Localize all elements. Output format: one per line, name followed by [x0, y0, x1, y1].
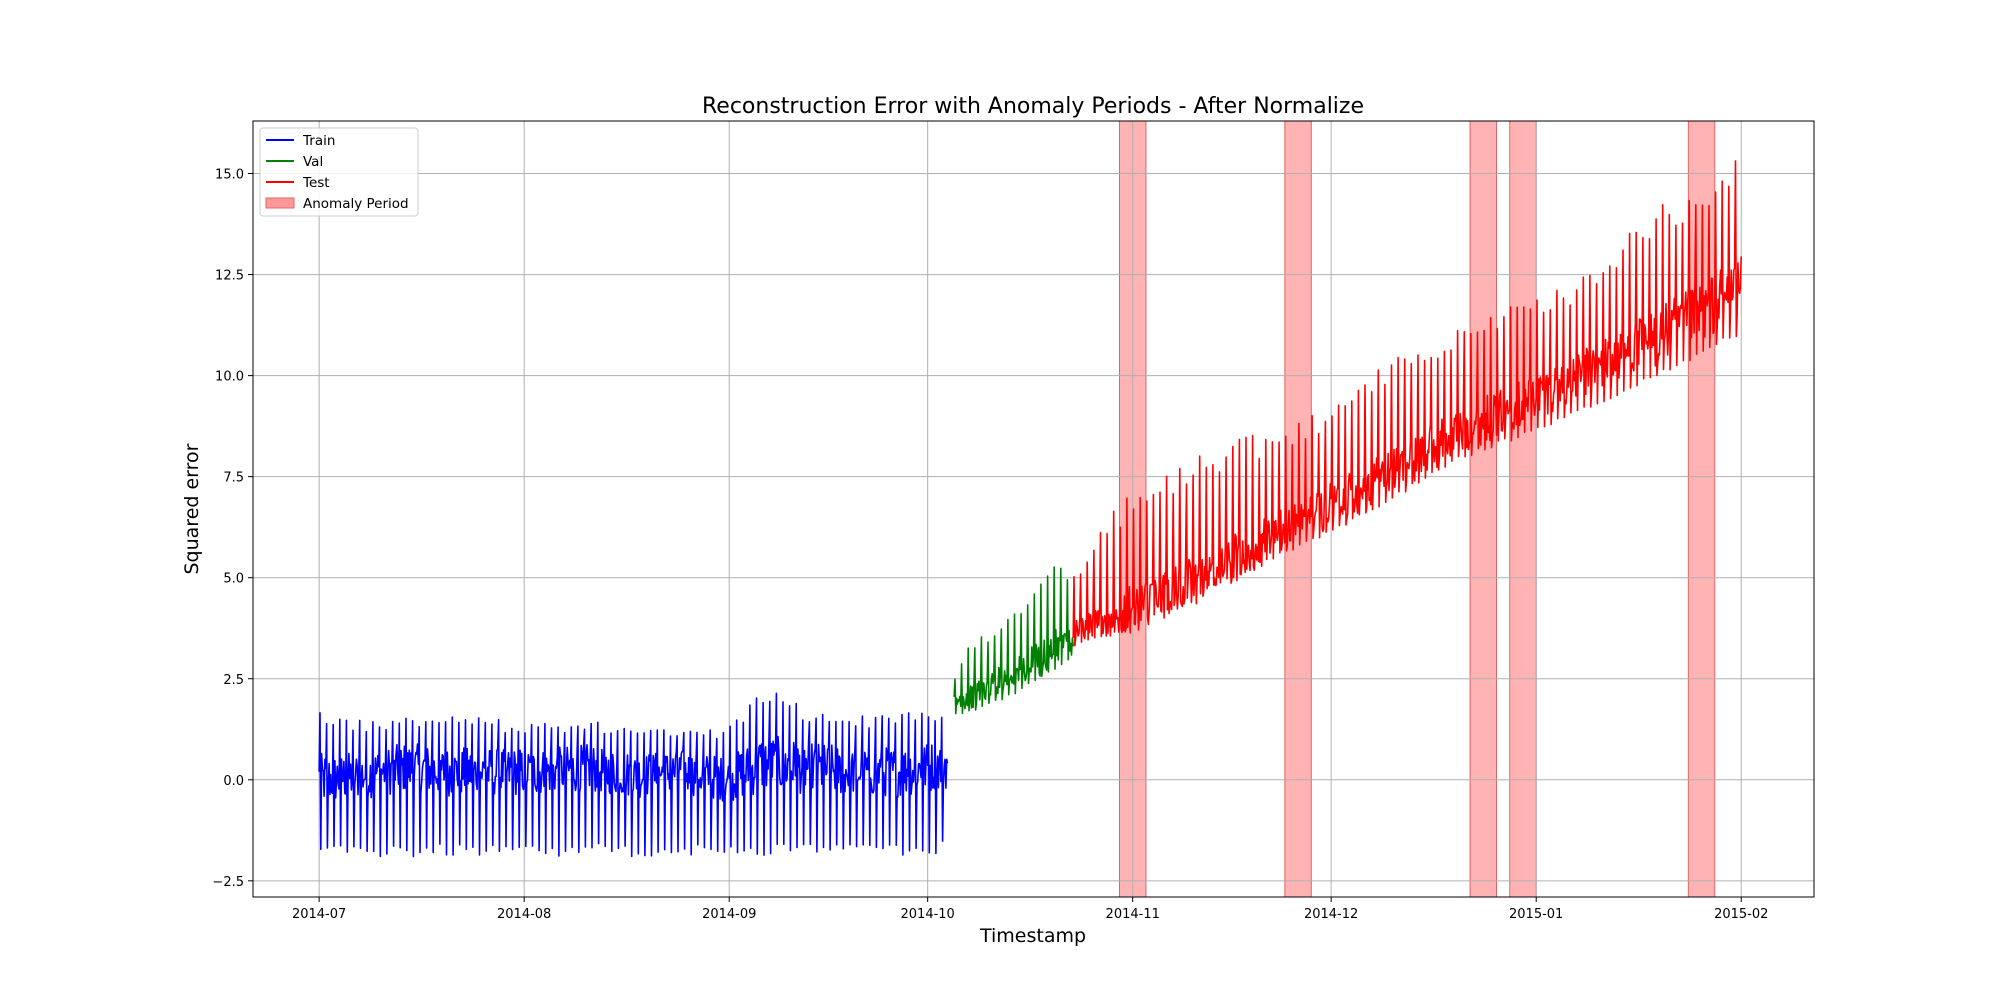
anomaly-period-2	[1469, 120, 1498, 898]
y-tick-label-6: 12.5	[215, 269, 244, 284]
series-line-test	[1072, 160, 1742, 647]
x-tick-label-3: 2014-10	[901, 907, 955, 922]
ticks-layer: 2014-07 2014-08 2014-09 2014-10 2014-11 2014-…	[212, 168, 1768, 922]
x-tick-label-6: 2015-01	[1509, 907, 1563, 922]
legend-swatch-anomaly	[265, 197, 295, 209]
plot-frame	[252, 120, 1815, 898]
legend-label-anomaly: Anomaly Period	[303, 196, 409, 212]
y-tick-label-3: 5.0	[223, 572, 244, 587]
grid-layer	[253, 121, 1814, 897]
x-axis-label: Timestamp	[979, 925, 1086, 947]
legend: Train Val Test Anomaly Period	[259, 127, 419, 217]
series-layer	[318, 160, 1742, 858]
y-tick-label-0: −2.5	[212, 875, 244, 890]
y-tick-label-1: 0.0	[223, 774, 244, 789]
legend-box	[259, 127, 419, 217]
x-tick-label-1: 2014-08	[497, 907, 551, 922]
series-line-val	[953, 566, 1074, 715]
x-tick-label-2: 2014-09	[702, 907, 756, 922]
y-axis-label: Squared error	[181, 443, 203, 574]
x-tick-label-7: 2015-02	[1714, 907, 1768, 922]
anomaly-layer	[1118, 120, 1716, 898]
chart-title: Reconstruction Error with Anomaly Period…	[702, 94, 1364, 119]
anomaly-period-3	[1509, 120, 1537, 898]
legend-label-test: Test	[302, 175, 330, 191]
y-tick-label-5: 10.0	[215, 370, 244, 385]
x-tick-label-4: 2014-11	[1106, 907, 1160, 922]
y-tick-label-2: 2.5	[223, 673, 244, 688]
series-line-train	[318, 692, 949, 858]
x-tick-label-5: 2014-12	[1304, 907, 1358, 922]
x-tick-label-0: 2014-07	[292, 907, 346, 922]
y-tick-label-4: 7.5	[223, 471, 244, 486]
legend-label-train: Train	[302, 133, 335, 149]
y-tick-label-7: 15.0	[215, 168, 244, 183]
legend-label-val: Val	[303, 154, 323, 170]
